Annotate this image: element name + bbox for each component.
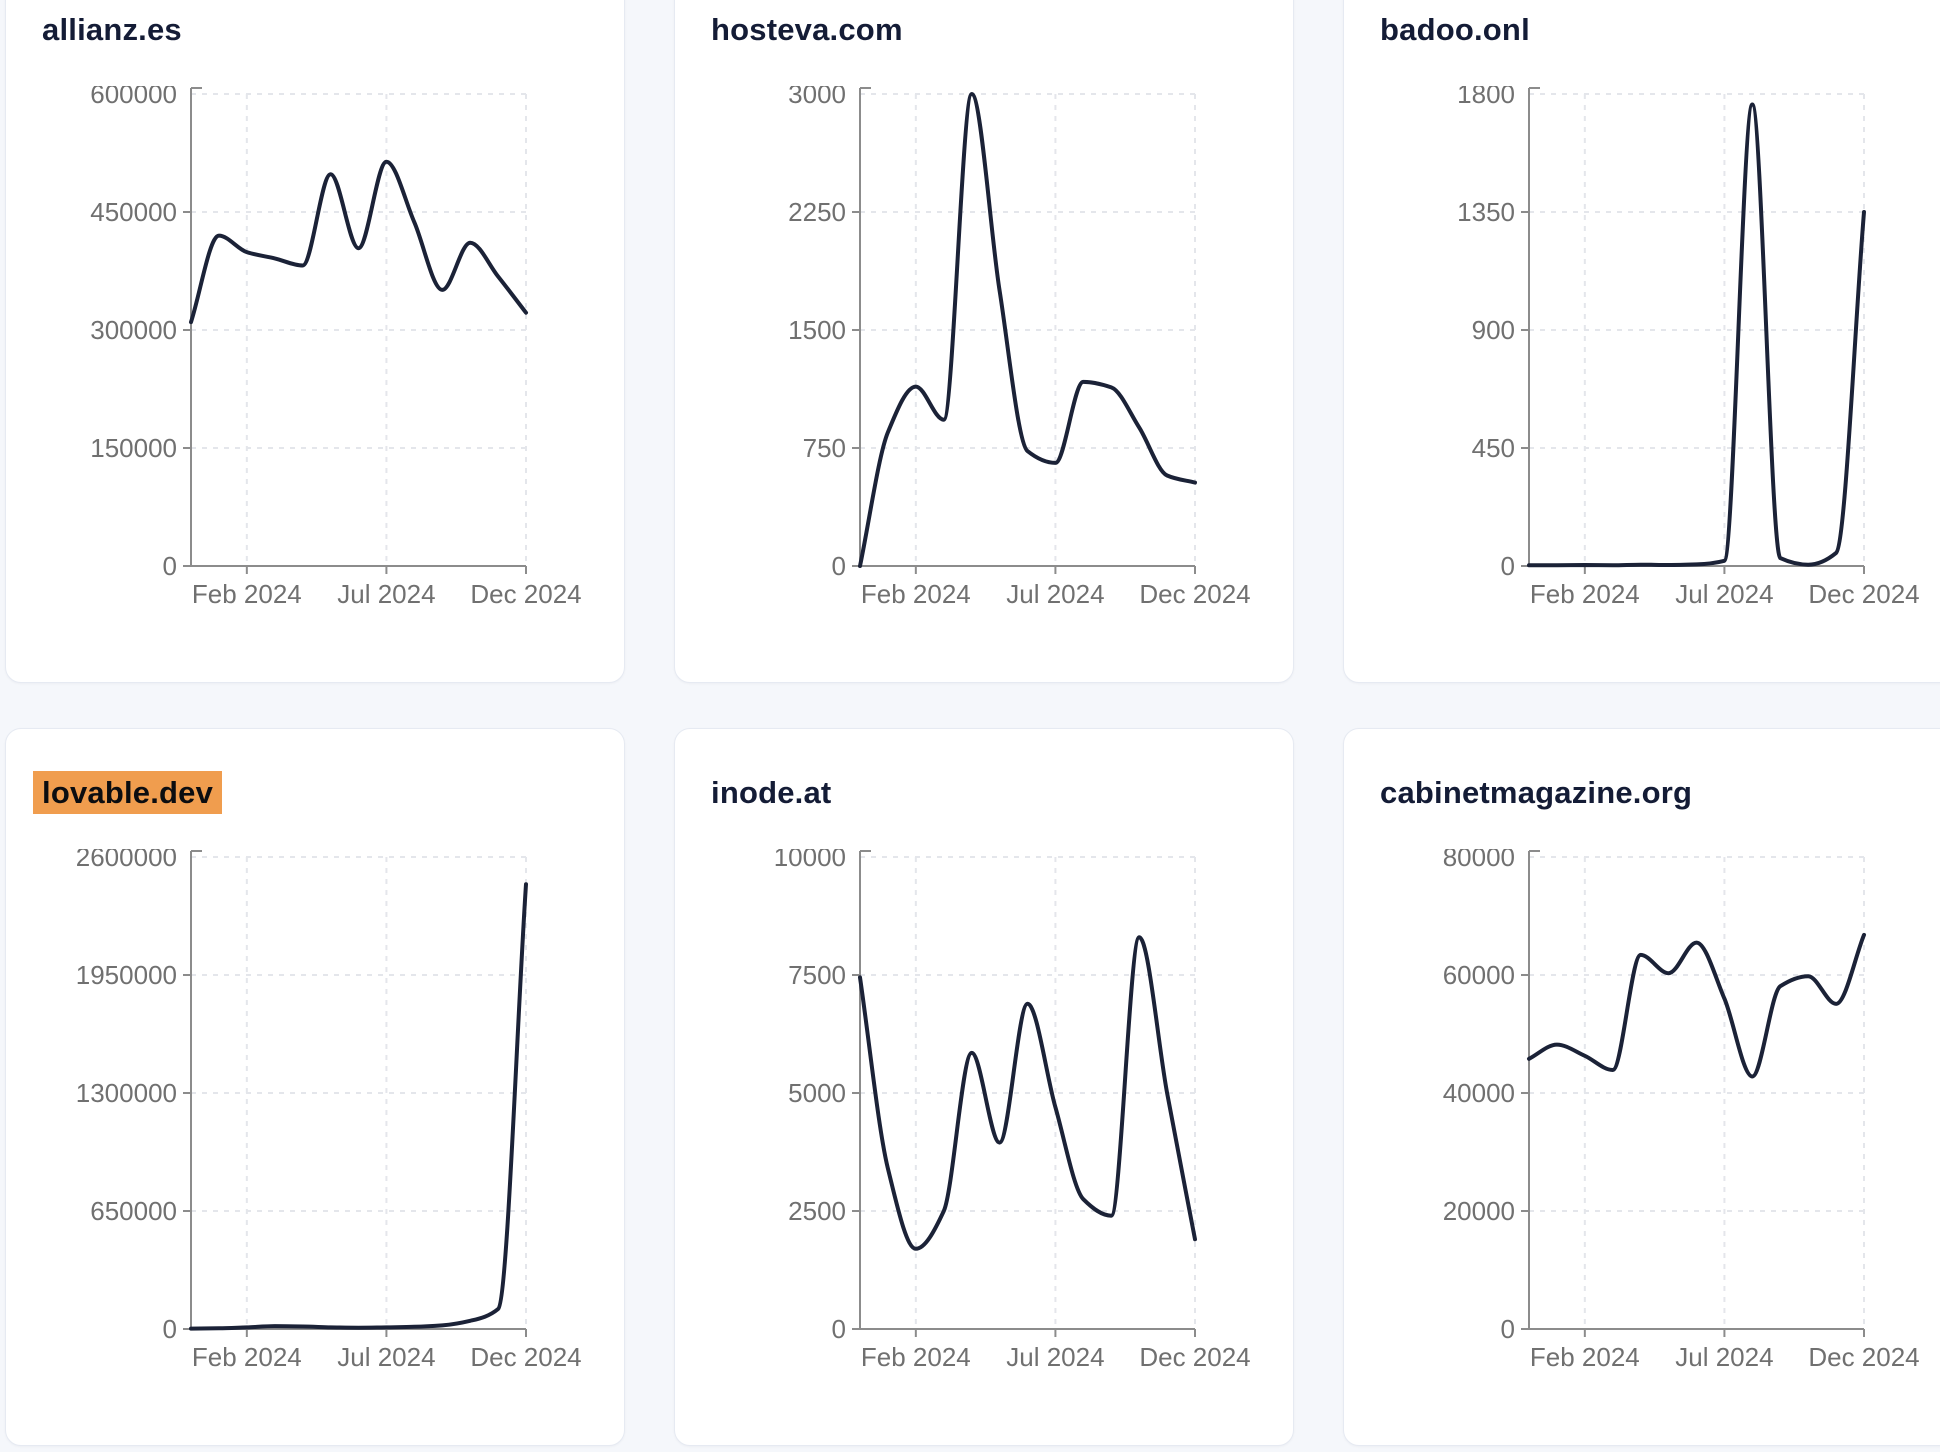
svg-text:3000: 3000 [788,86,846,109]
line-chart: 0 650000 1300000 1950000 2600000 Feb 2024 Jul … [76,849,582,1372]
line-chart: 0 20000 40000 60000 80000 Feb 2024 Jul 2024 Dec… [1443,849,1920,1372]
svg-text:650000: 650000 [90,1196,177,1226]
page-title: inode.at [711,775,831,811]
chart-card-allianz[interactable]: allianz.es 0 150000 300000 450000 600000 Feb … [5,0,625,683]
chart-grid: allianz.es 0 150000 300000 450000 600000 Feb … [5,0,1940,1446]
svg-text:Jul 2024: Jul 2024 [337,579,435,609]
svg-text:10000: 10000 [774,849,846,872]
svg-text:Feb 2024: Feb 2024 [861,579,971,609]
svg-text:Feb 2024: Feb 2024 [1530,1342,1640,1372]
svg-text:0: 0 [1501,1314,1515,1344]
domain-title: hosteva.com [711,12,903,47]
line-chart: 0 2500 5000 7500 10000 Feb 2024 Jul 2024 Dec 20… [774,849,1251,1372]
svg-text:5000: 5000 [788,1078,846,1108]
svg-text:0: 0 [163,551,177,581]
svg-text:0: 0 [832,1314,846,1344]
svg-text:900: 900 [1472,315,1515,345]
svg-text:Jul 2024: Jul 2024 [1675,1342,1773,1372]
svg-text:1800: 1800 [1457,86,1515,109]
svg-text:60000: 60000 [1443,960,1515,990]
chart-card-badoo[interactable]: badoo.onl 0 450 900 1350 1800 Feb 2024 Jul 202… [1343,0,1940,683]
svg-text:Dec 2024: Dec 2024 [1139,1342,1250,1372]
svg-text:40000: 40000 [1443,1078,1515,1108]
svg-text:1350: 1350 [1457,197,1515,227]
svg-text:300000: 300000 [90,315,177,345]
svg-text:0: 0 [832,551,846,581]
svg-text:2600000: 2600000 [76,849,177,872]
line-chart: 0 750 1500 2250 3000 Feb 2024 Jul 2024 Dec 2024 [788,86,1251,609]
domain-title: badoo.onl [1380,12,1530,47]
chart-card-lovable[interactable]: lovable.dev 0 650000 1300000 1950000 2600000… [5,728,625,1446]
chart-card-cabinetmagazine[interactable]: cabinetmagazine.org 0 20000 40000 60000 8000… [1343,728,1940,1446]
svg-text:Feb 2024: Feb 2024 [192,1342,302,1372]
svg-text:1500: 1500 [788,315,846,345]
domain-title: allianz.es [42,12,182,47]
page-title: badoo.onl [1380,12,1530,48]
domain-title-highlighted: lovable.dev [33,771,223,814]
svg-text:Feb 2024: Feb 2024 [1530,579,1640,609]
svg-text:Feb 2024: Feb 2024 [861,1342,971,1372]
svg-text:450000: 450000 [90,197,177,227]
svg-text:750: 750 [803,433,846,463]
svg-text:0: 0 [1501,551,1515,581]
svg-text:20000: 20000 [1443,1196,1515,1226]
svg-text:0: 0 [163,1314,177,1344]
svg-text:Dec 2024: Dec 2024 [1139,579,1250,609]
chart-card-inode[interactable]: inode.at 0 2500 5000 7500 10000 Feb 2024 Jul 2… [674,728,1294,1446]
svg-text:150000: 150000 [90,433,177,463]
page-title: lovable.dev [33,771,223,814]
svg-text:2500: 2500 [788,1196,846,1226]
page-title: cabinetmagazine.org [1380,775,1692,811]
svg-text:1950000: 1950000 [76,960,177,990]
svg-text:7500: 7500 [788,960,846,990]
svg-text:1300000: 1300000 [76,1078,177,1108]
line-chart: 0 450 900 1350 1800 Feb 2024 Jul 2024 Dec 2024 [1457,86,1920,609]
svg-text:450: 450 [1472,433,1515,463]
svg-text:Jul 2024: Jul 2024 [337,1342,435,1372]
domain-title: cabinetmagazine.org [1380,775,1693,810]
svg-text:Jul 2024: Jul 2024 [1006,579,1104,609]
svg-text:600000: 600000 [90,86,177,109]
domain-title: inode.at [711,775,832,810]
svg-text:Jul 2024: Jul 2024 [1006,1342,1104,1372]
svg-text:Dec 2024: Dec 2024 [470,1342,581,1372]
svg-text:Jul 2024: Jul 2024 [1675,579,1773,609]
chart-card-hosteva[interactable]: hosteva.com 0 750 1500 2250 3000 Feb 2024 Jul … [674,0,1294,683]
svg-text:Dec 2024: Dec 2024 [470,579,581,609]
svg-text:Dec 2024: Dec 2024 [1808,579,1919,609]
svg-text:80000: 80000 [1443,849,1515,872]
svg-text:Feb 2024: Feb 2024 [192,579,302,609]
line-chart: 0 150000 300000 450000 600000 Feb 2024 Jul 202… [90,86,581,609]
svg-text:Dec 2024: Dec 2024 [1808,1342,1919,1372]
page-title: allianz.es [42,12,182,48]
page-title: hosteva.com [711,12,903,48]
svg-text:2250: 2250 [788,197,846,227]
